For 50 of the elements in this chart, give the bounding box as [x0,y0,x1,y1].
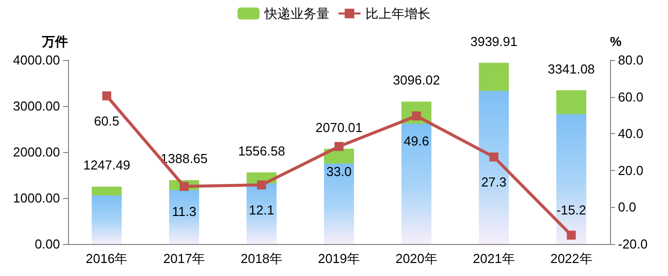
bar [556,90,586,244]
data-label: 27.3 [481,174,507,190]
point [102,91,112,100]
bar [478,62,509,244]
bar [324,148,354,244]
point [257,180,266,190]
legend-label: 比上年增长 [366,6,430,21]
y-tick-label: 1000.00 [13,190,60,206]
data-label: 60.5 [94,113,120,128]
data-label: 11.3 [172,204,196,219]
x-tick-label: 2017年 [163,251,206,266]
y2-tick-label: 20.0 [618,162,644,178]
data-label: 2070.01 [316,120,362,135]
data-label: 1247.49 [83,158,130,173]
point [489,152,498,162]
x-tick-label: 2020年 [395,251,438,266]
bar [169,180,200,244]
y2-tick-label: 40.0 [618,126,644,142]
data-label: 1388.65 [160,151,208,166]
y2-tick-label: 60.0 [618,89,644,104]
x-tick-label: 2022年 [550,251,592,266]
data-label: 33.0 [326,164,352,179]
x-tick-label: 2018年 [240,251,283,266]
y-axis-title: 万件 [41,34,68,49]
legend-label: 快递业务量 [264,6,330,21]
data-label: 1556.58 [238,143,286,158]
data-label: 49.6 [404,133,430,148]
data-label: -15.2 [556,202,586,218]
data-label: 3341.08 [548,61,595,76]
y-tick-label: 4000.00 [13,52,60,68]
y2-axis-title: % [610,34,622,49]
bar [401,102,432,244]
x-tick-label: 2021年 [472,251,515,266]
y-tick-label: 0.00 [34,236,60,252]
y2-tick-label: 80.0 [618,52,644,68]
point [566,230,576,240]
x-tick-label: 2016年 [86,251,128,266]
y2-tick-label: 0.0 [618,200,636,215]
x-tick-label: 2019年 [318,251,360,266]
y-tick-label: 2000.00 [13,144,60,160]
bar [92,186,122,244]
data-label: 12.1 [248,202,274,218]
y-tick-label: 3000.00 [13,98,60,114]
point [412,111,421,120]
y2-tick-label: -20.0 [618,236,648,252]
bar [246,172,277,244]
data-label: 3939.91 [470,34,518,49]
point [180,182,189,191]
point [334,142,344,151]
data-label: 3096.02 [392,72,440,88]
